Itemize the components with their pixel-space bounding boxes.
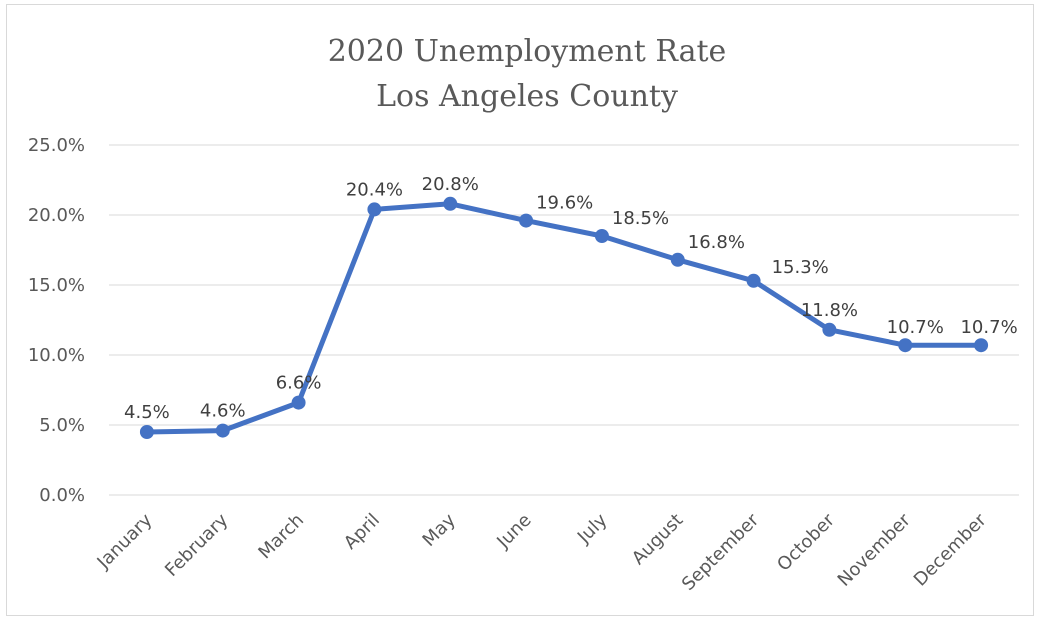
data-label: 15.3% [772,257,829,278]
x-tick-label: April [340,510,384,554]
y-tick-label: 0.0% [39,485,85,506]
data-point [291,395,306,410]
x-tick-label: January [93,509,157,573]
data-label: 11.8% [801,300,858,321]
y-tick-label: 5.0% [39,415,85,436]
data-label: 20.8% [422,174,479,195]
x-tick-label: August [628,510,687,569]
data-point [594,229,609,243]
data-point [519,213,534,228]
chart-title-line-2: Los Angeles County [376,79,678,114]
data-point [822,322,837,337]
x-tick-label: June [492,510,535,553]
line-chart: 2020 Unemployment Rate Los Angeles Count… [28,34,1019,595]
y-tick-label: 15.0% [28,275,85,296]
data-labels: 4.5% 4.6% 6.6% 20.4% 20.8% 19.6% 18.5% 16.8% 15.… [124,174,1018,423]
x-tick-label: September [678,509,764,595]
data-label: 19.6% [536,193,593,214]
series-line [144,201,984,435]
data-point [443,196,458,211]
data-label: 20.4% [346,179,403,200]
data-label: 16.8% [688,232,745,253]
data-point [215,423,230,438]
x-tick-label: December [910,509,991,590]
y-tick-label: 10.0% [28,345,85,366]
x-tick-label: July [573,509,612,548]
x-axis-ticks: January February March April May June July Augu… [93,509,991,595]
data-point [898,338,913,353]
data-label: 18.5% [612,208,669,229]
data-point [974,338,989,353]
y-tick-label: 25.0% [28,135,85,156]
x-tick-label: February [161,509,232,580]
x-tick-label: October [773,509,839,575]
y-tick-label: 20.0% [28,205,85,226]
y-axis-ticks: 0.0% 5.0% 10.0% 15.0% 20.0% 25.0% [28,135,85,506]
data-point [139,425,154,439]
data-point [746,273,761,288]
gridlines [109,144,1019,496]
x-tick-label: March [254,510,308,564]
chart-title-line-1: 2020 Unemployment Rate [328,34,727,69]
data-point [367,202,382,217]
data-label: 10.7% [887,317,944,338]
data-label: 10.7% [960,317,1017,338]
data-label: 6.6% [276,373,322,394]
data-label: 4.5% [124,402,170,423]
series [139,196,989,439]
data-label: 4.6% [200,401,246,422]
chart-frame: 2020 Unemployment Rate Los Angeles Count… [6,4,1034,616]
x-tick-label: May [419,509,460,550]
data-point [670,252,685,267]
x-tick-label: November [834,509,915,590]
